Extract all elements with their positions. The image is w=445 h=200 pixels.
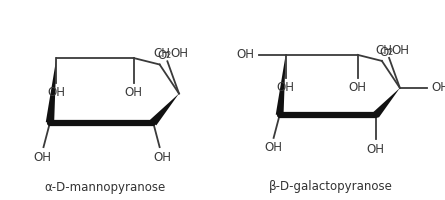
- Text: OH: OH: [125, 86, 143, 99]
- Text: β-D-galactopyranose: β-D-galactopyranose: [269, 180, 392, 193]
- Text: α-D-mannopyranose: α-D-mannopyranose: [44, 181, 166, 194]
- Text: OH: OH: [349, 81, 367, 94]
- Text: OH: OH: [392, 44, 409, 57]
- Text: OH: OH: [265, 141, 283, 154]
- Text: OH: OH: [48, 86, 65, 99]
- Text: CH: CH: [153, 47, 170, 60]
- Text: OH: OH: [170, 47, 188, 60]
- Text: O: O: [158, 49, 167, 62]
- Text: OH: OH: [33, 151, 51, 164]
- Text: O: O: [380, 46, 389, 59]
- Text: OH: OH: [367, 143, 385, 156]
- Polygon shape: [373, 88, 400, 118]
- Text: OH: OH: [153, 151, 171, 164]
- Text: OH: OH: [236, 48, 255, 61]
- Text: OH: OH: [431, 81, 445, 94]
- Text: 2: 2: [166, 51, 171, 60]
- Polygon shape: [276, 55, 286, 115]
- Text: CH: CH: [376, 44, 393, 57]
- Polygon shape: [150, 94, 179, 125]
- Text: OH: OH: [277, 81, 295, 94]
- Polygon shape: [46, 58, 57, 123]
- Text: 2: 2: [387, 48, 392, 57]
